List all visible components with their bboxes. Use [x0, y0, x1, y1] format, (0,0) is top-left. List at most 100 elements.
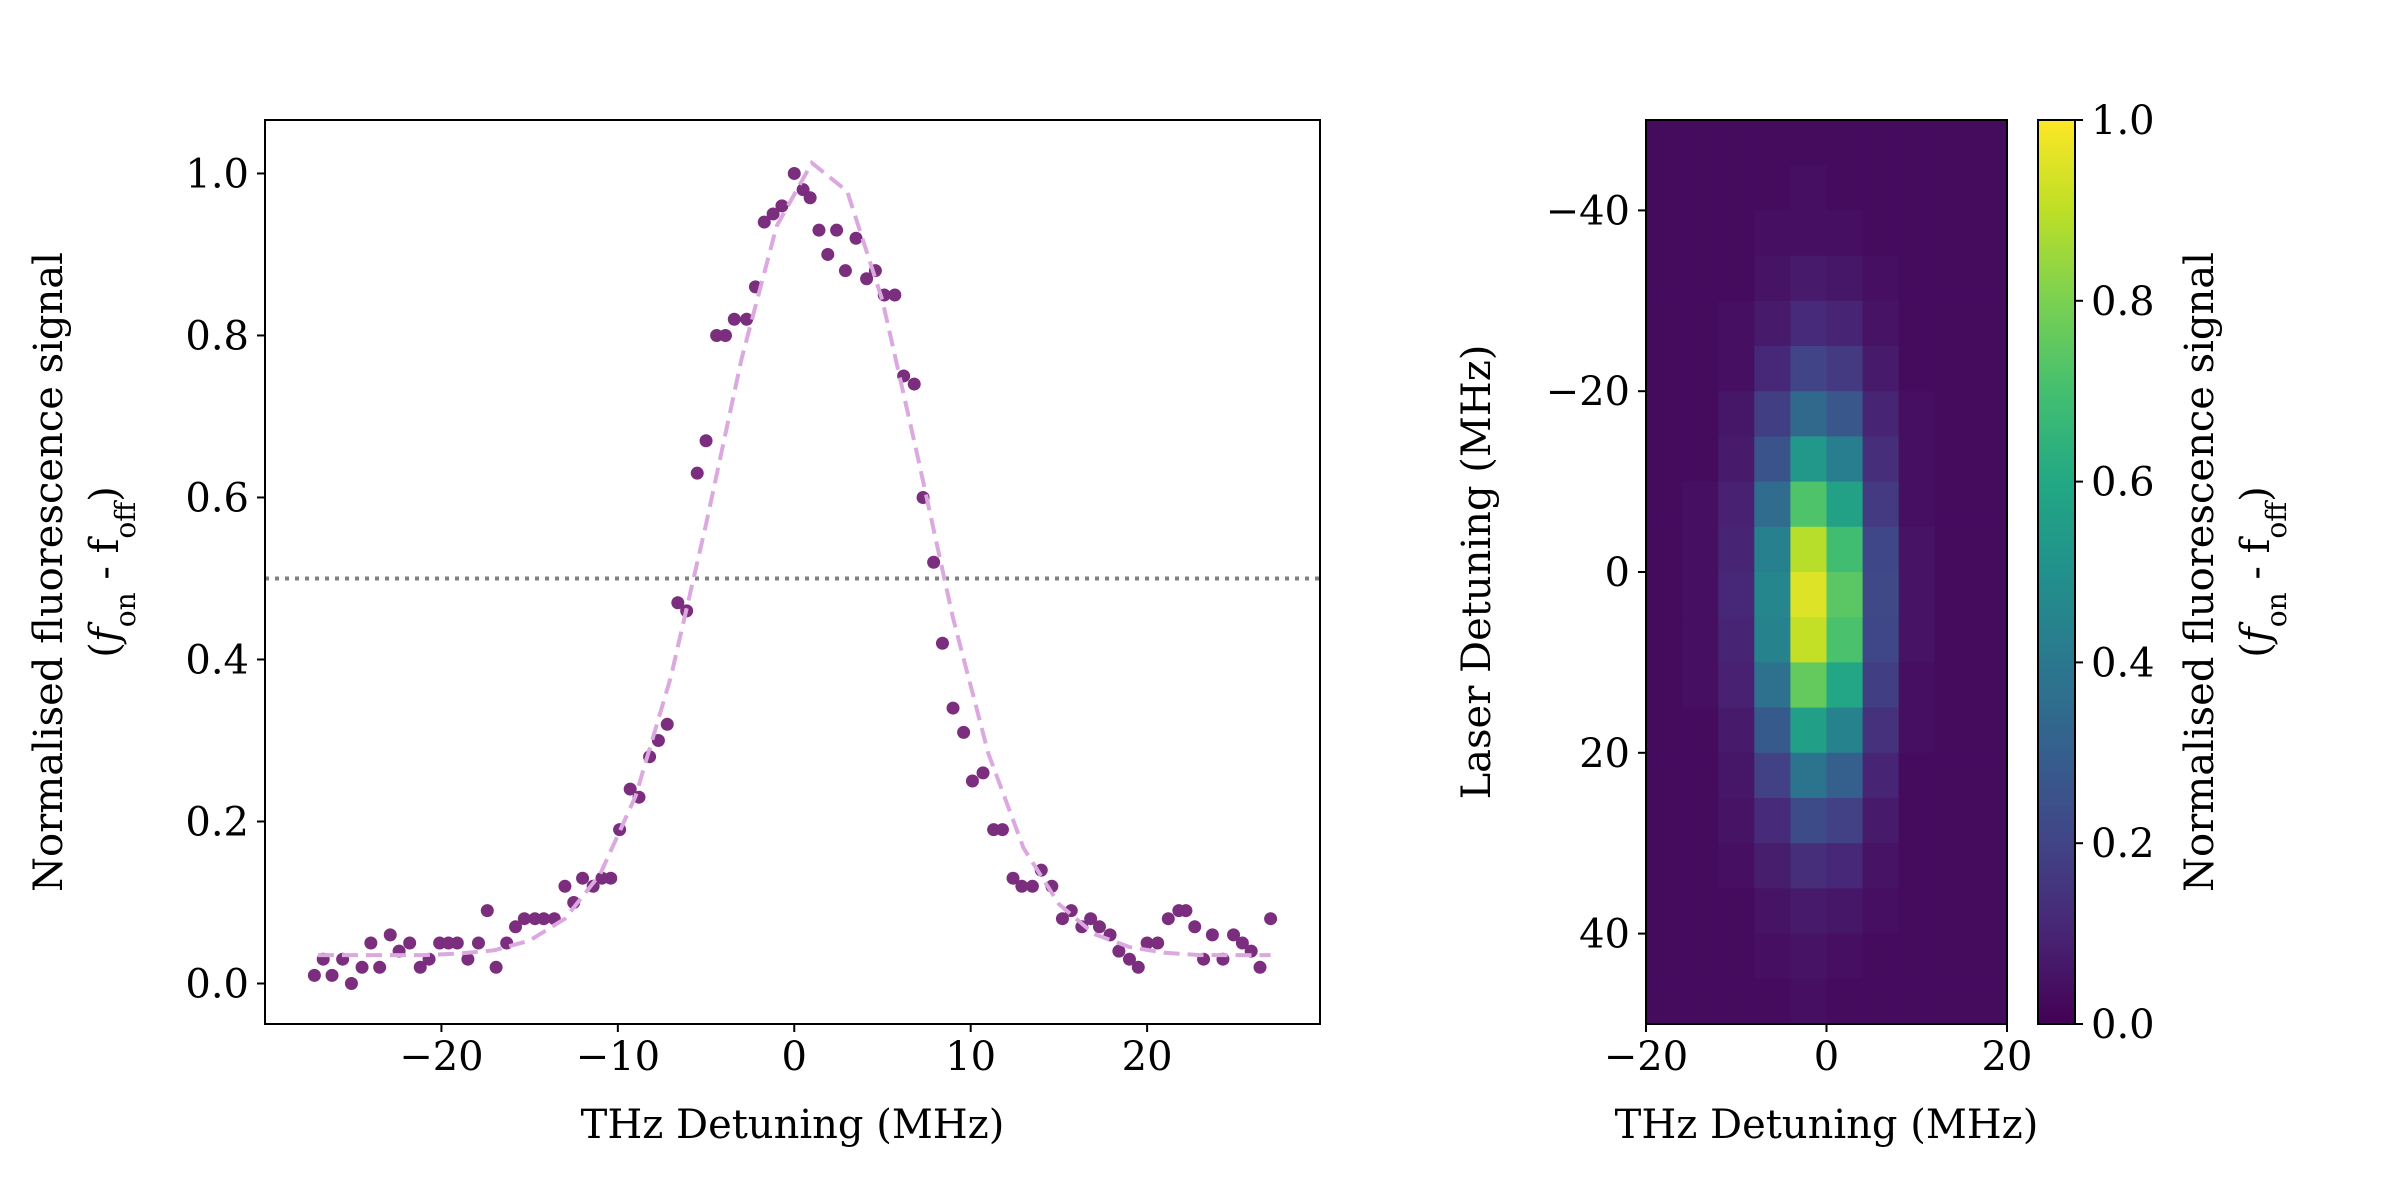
- x-tick-label: −20: [1604, 1034, 1688, 1080]
- heatmap-cell: [1970, 391, 2008, 437]
- data-point: [660, 717, 674, 731]
- heatmap-cell: [1790, 391, 1828, 437]
- heatmap-cell: [1682, 752, 1719, 799]
- data-point: [766, 207, 780, 221]
- heatmap-cell: [1934, 978, 1972, 1025]
- heatmap-cell: [1862, 752, 1900, 799]
- heatmap-cell: [1682, 617, 1719, 663]
- heatmap-cell: [1790, 572, 1828, 618]
- axis-label-part: ): [82, 486, 128, 502]
- heatmap-cell: [1682, 888, 1719, 935]
- x-tick-label: 0: [782, 1034, 807, 1080]
- data-point: [1151, 936, 1165, 950]
- heatmap-cell: [1718, 165, 1755, 211]
- heatmap-cell: [1898, 662, 1936, 709]
- heatmap-cell: [1898, 707, 1936, 754]
- heatmap-cell: [1826, 933, 1864, 980]
- heatmap-cell: [1826, 120, 1864, 166]
- colorbar-tick-label: 0.6: [2091, 460, 2155, 506]
- heatmap-cell: [1718, 978, 1755, 1025]
- heatmap-cell: [1646, 662, 1683, 709]
- heatmap-cell: [1862, 391, 1900, 437]
- data-point: [946, 701, 960, 715]
- data-point: [957, 725, 971, 739]
- heatmap-cell: [1898, 255, 1936, 302]
- heatmap-cell: [1862, 707, 1900, 754]
- data-point: [787, 166, 801, 180]
- heatmap-cell: [1934, 436, 1972, 483]
- x-axis-label: THz Detuning (MHz): [1615, 1102, 2039, 1148]
- data-point: [888, 288, 902, 302]
- data-point: [699, 434, 713, 448]
- heatmap-cell: [1718, 572, 1755, 618]
- axis-label-line: Normalised fluorescence signal: [26, 252, 72, 892]
- heatmap-cell: [1898, 346, 1936, 392]
- heatmap-cell: [1862, 300, 1900, 347]
- heatmap-cell: [1682, 300, 1719, 347]
- data-point: [935, 636, 949, 650]
- heatmap-cell: [1790, 617, 1828, 663]
- heatmap-cell: [1970, 436, 2008, 483]
- heatmap-cell: [1826, 888, 1864, 935]
- heatmap-cell: [1718, 888, 1755, 935]
- heatmap-cell: [1826, 210, 1864, 257]
- heatmap-cell: [1718, 436, 1755, 483]
- heatmap-cell: [1970, 707, 2008, 754]
- heatmap-cell: [1934, 707, 1972, 754]
- y-tick-label: −20: [1546, 369, 1630, 415]
- heatmap-cell: [1862, 526, 1900, 573]
- heatmap-cell: [1682, 391, 1719, 437]
- data-point: [364, 936, 378, 950]
- data-point: [757, 215, 771, 229]
- heatmap-cell: [1826, 346, 1864, 392]
- heatmap-cell: [1646, 752, 1683, 799]
- data-point: [1205, 928, 1219, 942]
- heatmap-cell: [1790, 165, 1828, 211]
- heatmap-cell: [1970, 617, 2008, 663]
- data-point: [803, 191, 817, 205]
- heatmap-cell: [1682, 843, 1719, 889]
- heatmap-cell: [1934, 391, 1972, 437]
- heatmap-cell: [1898, 481, 1936, 528]
- heatmap-cell: [1862, 255, 1900, 302]
- data-point: [860, 272, 874, 286]
- data-point: [1179, 904, 1193, 918]
- data-point: [1140, 936, 1154, 950]
- heatmap-cell: [1754, 978, 1791, 1025]
- data-point: [927, 555, 941, 569]
- data-point: [307, 968, 321, 982]
- heatmap-cell: [1826, 978, 1864, 1025]
- x-axis-label: THz Detuning (MHz): [581, 1102, 1005, 1148]
- axis-label-part: - f: [2233, 535, 2279, 592]
- heatmap-cell: [1646, 526, 1683, 573]
- axis-label-part: off: [109, 500, 142, 539]
- heatmap-cell: [1898, 617, 1936, 663]
- colorbar: [2037, 119, 2076, 1025]
- heatmap-cell: [1862, 933, 1900, 980]
- heatmap-cell: [1970, 843, 2008, 889]
- heatmap-cell: [1970, 210, 2008, 257]
- data-point: [403, 936, 417, 950]
- heatmap-cell: [1790, 843, 1828, 889]
- data-point: [838, 264, 852, 278]
- heatmap-cell: [1718, 120, 1755, 166]
- axis-label-part: on: [2260, 592, 2293, 627]
- data-point: [558, 879, 572, 893]
- heatmap-cell: [1826, 436, 1864, 483]
- data-point: [1055, 912, 1069, 926]
- heatmap-cell: [1826, 481, 1864, 528]
- heatmap-cell: [1790, 978, 1828, 1025]
- data-point: [740, 312, 754, 326]
- data-point: [537, 912, 551, 926]
- heatmap-cell: [1682, 210, 1719, 257]
- heatmap-cell: [1718, 255, 1755, 302]
- heatmap-cell: [1754, 120, 1791, 166]
- data-point: [690, 466, 704, 480]
- heatmap-cell: [1754, 436, 1791, 483]
- heatmap-cell: [1682, 255, 1719, 302]
- y-tick-label: 0: [1605, 550, 1630, 596]
- heatmap-cell: [1970, 662, 2008, 709]
- heatmap-cell: [1718, 798, 1755, 844]
- heatmap-cell: [1718, 707, 1755, 754]
